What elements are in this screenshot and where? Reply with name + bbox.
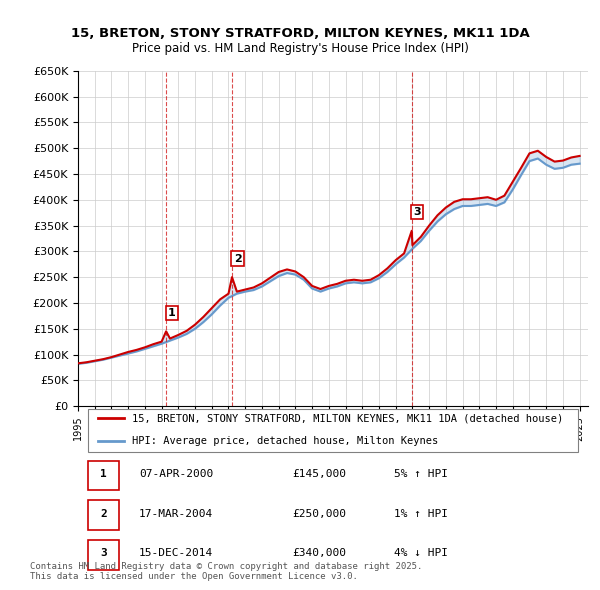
Text: £340,000: £340,000 xyxy=(292,549,346,559)
Text: 5% ↑ HPI: 5% ↑ HPI xyxy=(394,470,448,480)
Text: HPI: Average price, detached house, Milton Keynes: HPI: Average price, detached house, Milt… xyxy=(131,436,438,446)
Text: 17-MAR-2004: 17-MAR-2004 xyxy=(139,509,214,519)
Text: 3: 3 xyxy=(100,549,107,559)
Text: 3: 3 xyxy=(413,207,421,217)
Text: £250,000: £250,000 xyxy=(292,509,346,519)
Text: 15-DEC-2014: 15-DEC-2014 xyxy=(139,549,214,559)
Text: 15, BRETON, STONY STRATFORD, MILTON KEYNES, MK11 1DA (detached house): 15, BRETON, STONY STRATFORD, MILTON KEYN… xyxy=(131,413,563,423)
Text: Contains HM Land Registry data © Crown copyright and database right 2025.
This d: Contains HM Land Registry data © Crown c… xyxy=(30,562,422,581)
FancyBboxPatch shape xyxy=(88,540,119,569)
Text: 2: 2 xyxy=(233,254,241,264)
FancyBboxPatch shape xyxy=(88,461,119,490)
Text: 15, BRETON, STONY STRATFORD, MILTON KEYNES, MK11 1DA: 15, BRETON, STONY STRATFORD, MILTON KEYN… xyxy=(71,27,529,40)
Text: Price paid vs. HM Land Registry's House Price Index (HPI): Price paid vs. HM Land Registry's House … xyxy=(131,42,469,55)
FancyBboxPatch shape xyxy=(88,500,119,530)
Text: 2: 2 xyxy=(100,509,107,519)
Text: 07-APR-2000: 07-APR-2000 xyxy=(139,470,214,480)
Text: £145,000: £145,000 xyxy=(292,470,346,480)
Text: 4% ↓ HPI: 4% ↓ HPI xyxy=(394,549,448,559)
Text: 1: 1 xyxy=(100,470,107,480)
Text: 1% ↑ HPI: 1% ↑ HPI xyxy=(394,509,448,519)
Text: 1: 1 xyxy=(168,308,176,318)
FancyBboxPatch shape xyxy=(88,408,578,452)
